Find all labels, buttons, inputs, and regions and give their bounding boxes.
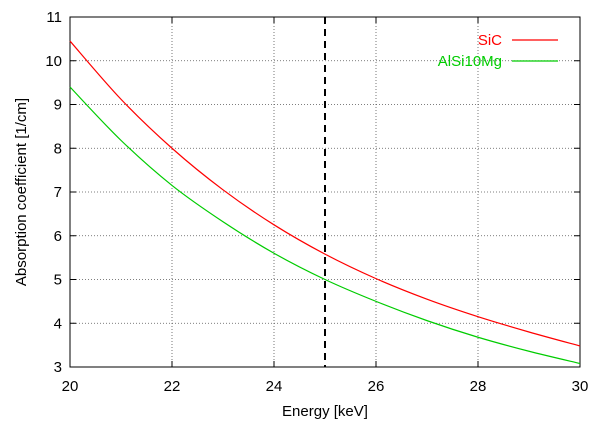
- y-tick-label: 11: [46, 9, 62, 26]
- y-tick-label: 5: [54, 272, 62, 289]
- y-tick-label: 3: [54, 359, 62, 376]
- series-line-alsi10mg: [69, 86, 581, 365]
- y-tick-label: 10: [45, 53, 62, 70]
- x-tick-label: 28: [470, 378, 487, 395]
- series-group: [69, 40, 581, 365]
- ticks: 20 22 24 26 28 30 3 4 5 6 7 8 9 10 11: [45, 9, 588, 395]
- series-line-sic: [69, 40, 581, 347]
- y-tick-label: 8: [54, 140, 62, 157]
- y-tick-label: 6: [54, 228, 62, 245]
- y-tick-label: 4: [54, 315, 62, 332]
- legend-label: AlSi10Mg: [438, 53, 502, 70]
- legend: SiC AlSi10Mg: [438, 32, 558, 70]
- x-tick-label: 20: [62, 378, 79, 395]
- x-tick-label: 24: [266, 378, 283, 395]
- y-tick-label: 7: [54, 184, 62, 201]
- x-tick-label: 30: [572, 378, 589, 395]
- y-tick-label: 9: [54, 97, 62, 114]
- x-tick-label: 26: [368, 378, 385, 395]
- x-axis-title: Energy [keV]: [282, 403, 368, 420]
- x-tick-label: 22: [164, 378, 181, 395]
- legend-label: SiC: [478, 32, 502, 49]
- y-axis-title: Absorption coefficient [1/cm]: [13, 98, 30, 286]
